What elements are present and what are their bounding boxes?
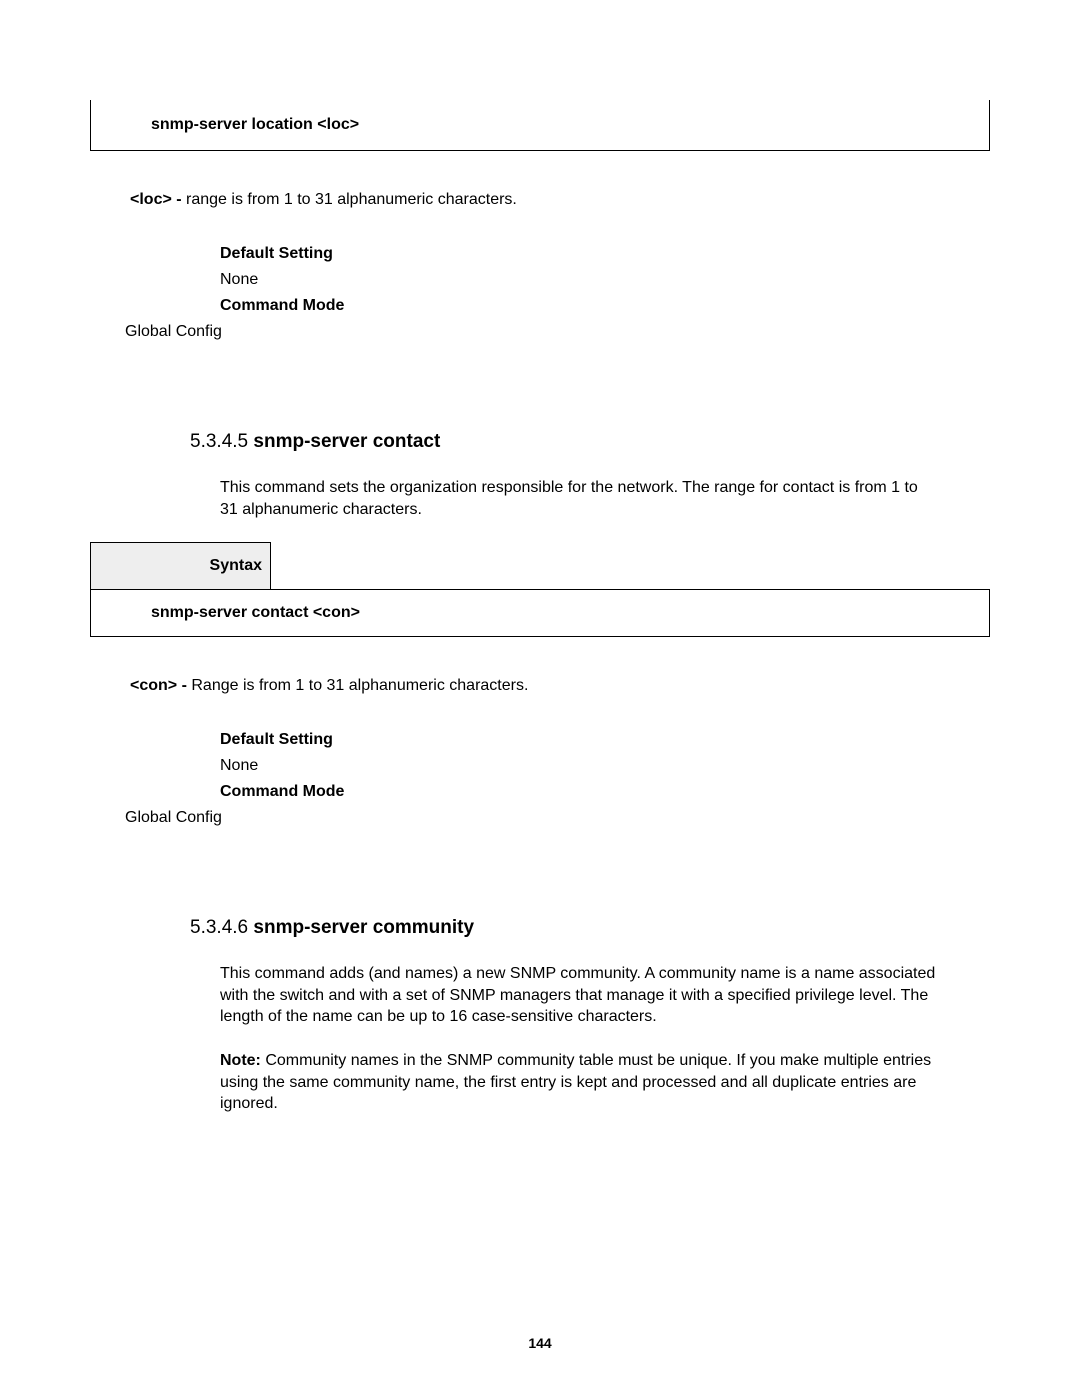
syntax-box-location: snmp-server location <loc> (90, 100, 990, 151)
command-mode-value: Global Config (125, 809, 990, 827)
heading-title: snmp-server community (253, 917, 474, 938)
settings-block-2: Default Setting None Command Mode (220, 731, 990, 801)
param-desc: Range is from 1 to 31 alphanumeric chara… (191, 677, 528, 694)
command-mode-value: Global Config (125, 323, 990, 341)
param-name: <loc> (130, 191, 172, 208)
settings-block-1: Default Setting None Command Mode (220, 245, 990, 315)
table-row: Syntax (91, 543, 990, 590)
default-setting-value: None (220, 757, 990, 775)
syntax-label-cell: Syntax (91, 543, 271, 590)
page-number: 144 (0, 1335, 1080, 1351)
description-contact: This command sets the organization respo… (220, 477, 940, 520)
syntax-table-contact: Syntax snmp-server contact <con> (90, 542, 990, 637)
default-setting-value: None (220, 271, 990, 289)
note-body: Community names in the SNMP community ta… (220, 1052, 931, 1112)
command-text: snmp-server location <loc> (151, 116, 359, 133)
command-mode-label: Command Mode (220, 297, 990, 315)
command-mode-label: Command Mode (220, 783, 990, 801)
heading-number: 5.3.4.6 (190, 917, 248, 938)
heading-contact: 5.3.4.5 snmp-server contact (190, 431, 990, 453)
heading-title: snmp-server contact (253, 431, 440, 452)
param-desc: range is from 1 to 31 alphanumeric chara… (186, 191, 517, 208)
default-setting-label: Default Setting (220, 245, 990, 263)
param-con: <con> - Range is from 1 to 31 alphanumer… (130, 677, 950, 695)
document-page: snmp-server location <loc> <loc> - range… (0, 0, 1080, 1397)
description-community: This command adds (and names) a new SNMP… (220, 963, 940, 1028)
heading-community: 5.3.4.6 snmp-server community (190, 917, 990, 939)
param-loc: <loc> - range is from 1 to 31 alphanumer… (130, 191, 950, 209)
table-row: snmp-server contact <con> (91, 590, 990, 637)
syntax-body-cell: snmp-server contact <con> (91, 590, 990, 637)
note-label: Note: (220, 1052, 261, 1069)
param-sep: - (172, 191, 186, 208)
default-setting-label: Default Setting (220, 731, 990, 749)
note-community: Note: Community names in the SNMP commun… (220, 1050, 940, 1115)
param-sep: - (177, 677, 191, 694)
param-name: <con> (130, 677, 177, 694)
syntax-empty-cell (271, 543, 990, 590)
heading-number: 5.3.4.5 (190, 431, 248, 452)
